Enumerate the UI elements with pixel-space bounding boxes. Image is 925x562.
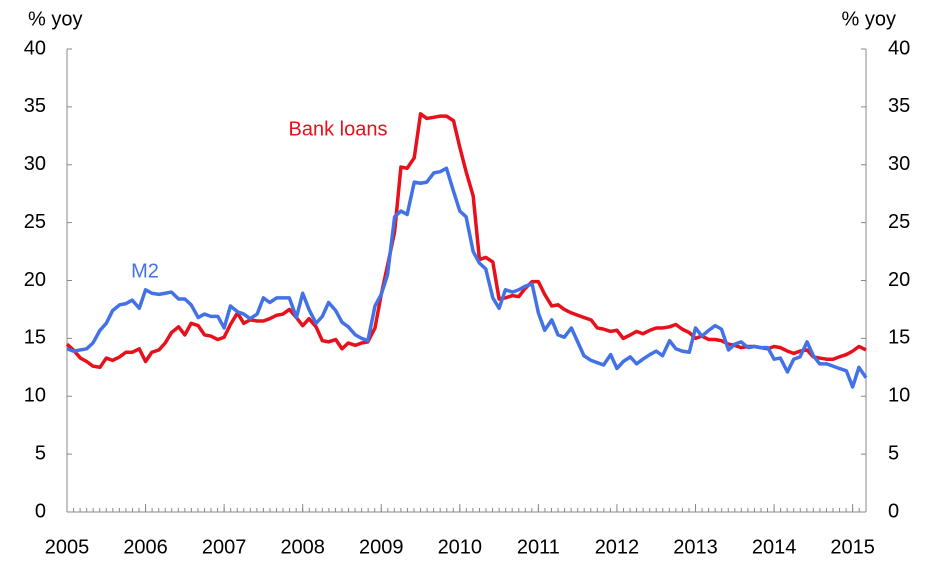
series-line [65,112,867,370]
x-tick-label: 2012 [595,536,640,558]
x-tick-label: 2014 [752,536,797,558]
y-tick-label: 35 [24,95,46,117]
series-line [66,166,868,389]
y2-tick-label: 0 [888,500,899,522]
y-axis-label: % yoy [28,8,82,30]
x-tick-label: 2006 [123,536,168,558]
y2-tick-label: 20 [888,269,910,291]
y2-tick-label: 35 [888,95,910,117]
x-tick-label: 2005 [45,536,90,558]
y2-tick-label: 40 [888,37,910,59]
x-tick-label: 2013 [673,536,718,558]
x-tick-label: 2008 [280,536,325,558]
x-tick-label: 2009 [359,536,404,558]
series-label: Bank loans [289,118,388,140]
series-label: M2 [131,260,159,282]
y2-axis-label: % yoy [842,8,896,30]
y-tick-label: 30 [24,153,46,175]
y2-tick-label: 25 [888,211,910,233]
y-tick-label: 20 [24,269,46,291]
x-tick-label: 2010 [438,536,483,558]
y-tick-label: 0 [35,500,46,522]
y-tick-label: 5 [35,442,46,464]
y2-tick-label: 15 [888,327,910,349]
y-tick-label: 10 [24,385,46,407]
x-tick-label: 2011 [517,536,560,558]
y-tick-label: 25 [24,211,46,233]
y-tick-label: 15 [24,327,46,349]
x-tick-label: 2007 [202,536,247,558]
x-tick-label: 2015 [830,536,875,558]
y2-tick-label: 5 [888,442,899,464]
y2-tick-label: 30 [888,153,910,175]
y-tick-label: 40 [24,37,46,59]
y2-tick-label: 10 [888,385,910,407]
